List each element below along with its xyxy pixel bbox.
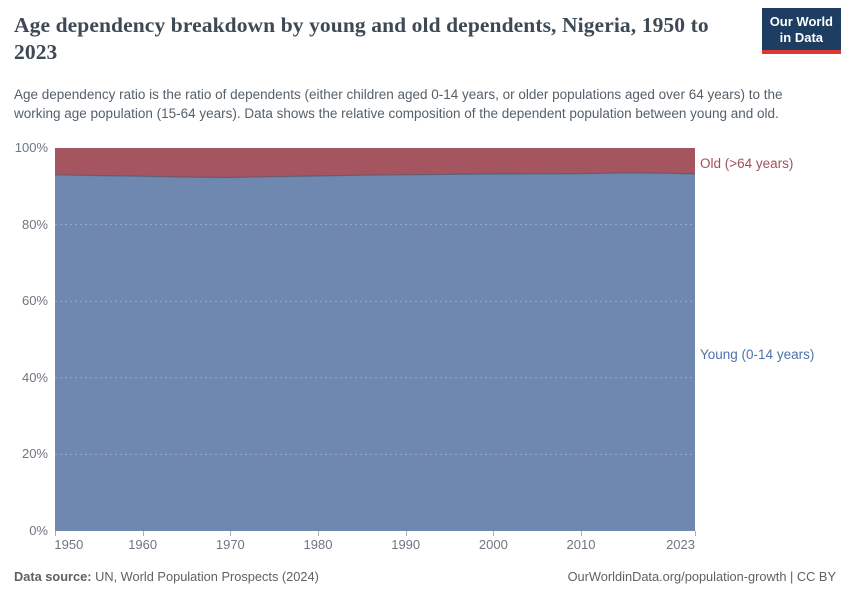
x-tick-label: 2000 <box>478 537 508 552</box>
plot-area[interactable] <box>55 148 695 531</box>
series-label-old: Old (>64 years) <box>700 156 794 171</box>
y-tick-label: 60% <box>21 293 48 309</box>
y-tick-label: 100% <box>14 140 48 155</box>
x-tick-label: 1950 <box>54 537 84 552</box>
owid-logo[interactable]: Our World in Data <box>761 8 841 54</box>
x-tick-label: 2023 <box>666 537 695 552</box>
chart-footer: Data source: UN, World Population Prospe… <box>14 569 836 584</box>
x-tick-label: 1990 <box>391 537 421 552</box>
x-tick-label: 1970 <box>215 537 245 552</box>
x-tick-label: 1980 <box>303 537 333 552</box>
chart-subtitle: Age dependency ratio is the ratio of dep… <box>14 87 783 121</box>
x-tick-label: 2010 <box>566 537 596 552</box>
x-tick-label: 1960 <box>128 537 158 552</box>
data-source-value: UN, World Population Prospects (2024) <box>91 569 319 584</box>
y-tick-label: 80% <box>21 216 48 232</box>
owid-logo-line1: Our World <box>769 14 833 29</box>
y-tick-label: 0% <box>29 523 48 538</box>
stacked-area-chart <box>55 148 695 531</box>
data-source-label: Data source: <box>14 569 92 584</box>
series-label-young: Young (0-14 years) <box>700 347 815 362</box>
x-tick-mark <box>493 531 495 536</box>
x-tick-mark <box>405 531 407 536</box>
page-title: Age dependency breakdown by young and ol… <box>14 13 709 64</box>
x-tick-mark <box>318 531 319 536</box>
x-tick-mark <box>230 531 232 536</box>
area-young <box>55 172 695 531</box>
x-tick-mark <box>695 531 696 536</box>
owid-logo-line2: in Data <box>779 29 824 45</box>
x-tick-mark <box>142 531 144 536</box>
x-tick-mark <box>55 531 56 536</box>
data-source: Data source: UN, World Population Prospe… <box>14 569 319 584</box>
y-tick-label: 20% <box>21 446 48 462</box>
footer-license-link[interactable]: OurWorldinData.org/population-growth | C… <box>567 569 836 584</box>
y-tick-label: 40% <box>21 369 48 385</box>
x-tick-mark <box>581 531 583 536</box>
series-boundary-line <box>55 172 695 179</box>
